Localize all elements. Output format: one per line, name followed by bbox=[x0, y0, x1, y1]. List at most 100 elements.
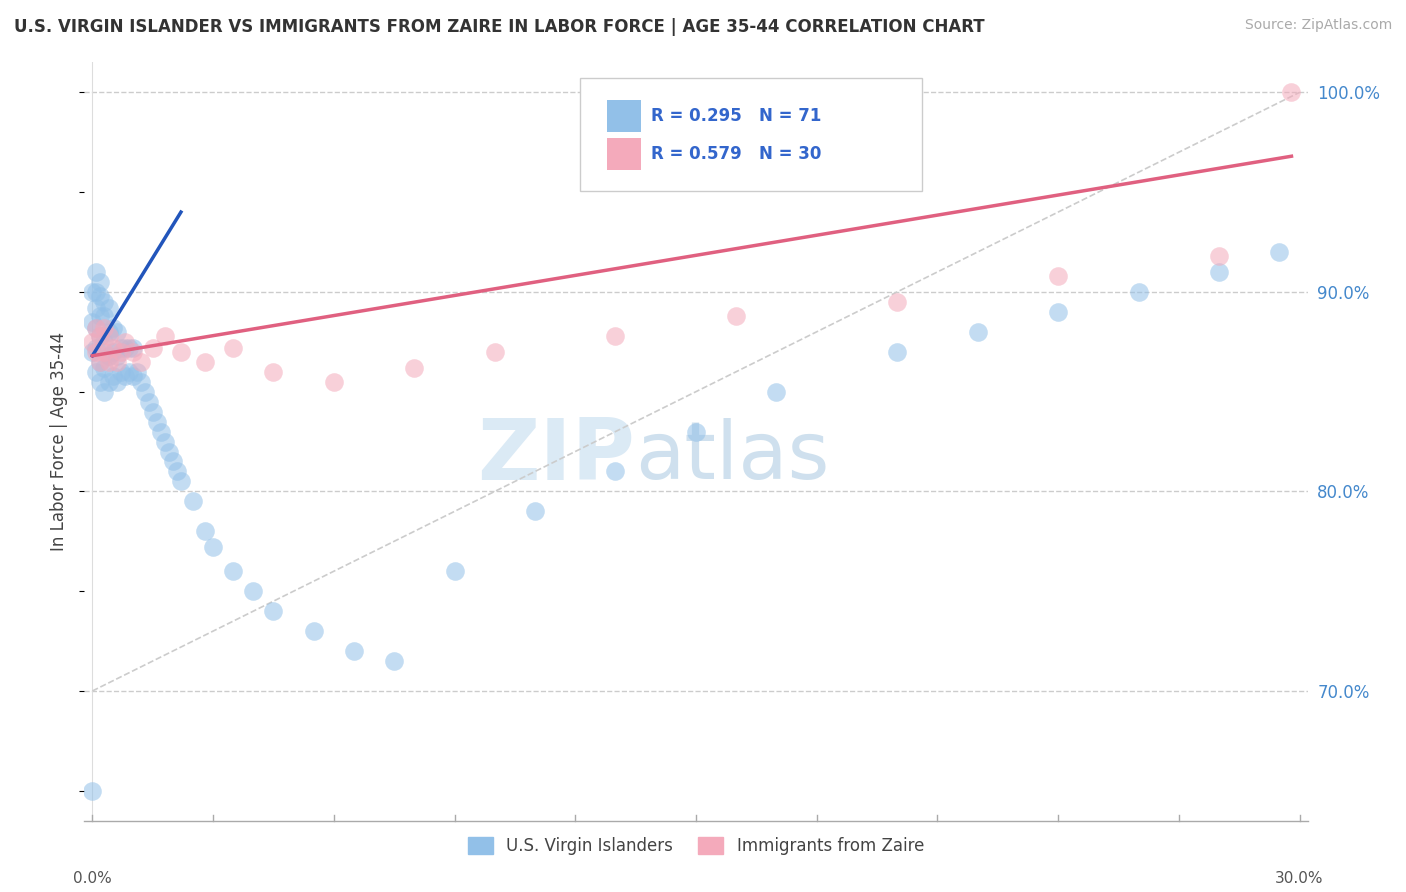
Point bbox=[110, 365, 132, 379]
Point bbox=[89, 355, 111, 369]
Point bbox=[142, 404, 165, 418]
Point bbox=[222, 564, 245, 578]
Point bbox=[142, 341, 165, 355]
Point bbox=[101, 320, 124, 334]
Point bbox=[89, 375, 111, 389]
Point bbox=[89, 289, 111, 303]
Point bbox=[82, 315, 104, 329]
Point bbox=[263, 604, 285, 618]
FancyBboxPatch shape bbox=[579, 78, 922, 191]
Point bbox=[86, 344, 108, 359]
Point bbox=[166, 465, 188, 479]
Point bbox=[685, 425, 707, 439]
Point bbox=[97, 328, 120, 343]
Point bbox=[605, 328, 627, 343]
Point bbox=[302, 624, 325, 639]
Point bbox=[121, 368, 143, 383]
Point bbox=[382, 654, 405, 668]
Point bbox=[89, 309, 111, 323]
Point bbox=[966, 325, 988, 339]
Text: 0.0%: 0.0% bbox=[73, 871, 112, 886]
Point bbox=[1281, 86, 1303, 100]
Point bbox=[114, 341, 136, 355]
Point bbox=[146, 415, 169, 429]
Point bbox=[82, 285, 104, 299]
Point bbox=[101, 341, 124, 355]
Point bbox=[125, 365, 148, 379]
Point bbox=[105, 375, 128, 389]
Text: R = 0.295   N = 71: R = 0.295 N = 71 bbox=[651, 107, 821, 125]
Point bbox=[93, 344, 115, 359]
Point bbox=[86, 285, 108, 299]
Bar bbox=[606, 138, 641, 170]
Point bbox=[110, 341, 132, 355]
Point bbox=[114, 334, 136, 349]
Point bbox=[129, 355, 152, 369]
Point bbox=[82, 783, 104, 797]
Point bbox=[93, 334, 115, 349]
Point bbox=[101, 344, 124, 359]
Point bbox=[194, 355, 217, 369]
Point bbox=[117, 365, 139, 379]
Point bbox=[322, 375, 344, 389]
Text: ZIP: ZIP bbox=[477, 415, 636, 499]
Legend: U.S. Virgin Islanders, Immigrants from Zaire: U.S. Virgin Islanders, Immigrants from Z… bbox=[461, 830, 931, 862]
Point bbox=[605, 465, 627, 479]
Point bbox=[105, 325, 128, 339]
Point bbox=[170, 475, 193, 489]
Point bbox=[202, 541, 225, 555]
Point bbox=[86, 341, 108, 355]
Text: U.S. VIRGIN ISLANDER VS IMMIGRANTS FROM ZAIRE IN LABOR FORCE | AGE 35-44 CORRELA: U.S. VIRGIN ISLANDER VS IMMIGRANTS FROM … bbox=[14, 18, 984, 36]
Point bbox=[194, 524, 217, 539]
Point bbox=[138, 394, 160, 409]
Point bbox=[89, 355, 111, 369]
Point bbox=[404, 360, 426, 375]
Point bbox=[765, 384, 787, 399]
Point bbox=[886, 344, 908, 359]
Point bbox=[114, 368, 136, 383]
Point bbox=[86, 265, 108, 279]
Point bbox=[82, 334, 104, 349]
Point bbox=[162, 454, 184, 468]
Point bbox=[101, 368, 124, 383]
Point bbox=[343, 644, 366, 658]
Point bbox=[1208, 265, 1230, 279]
Point bbox=[93, 320, 115, 334]
Point bbox=[93, 384, 115, 399]
Point bbox=[82, 344, 104, 359]
Point bbox=[97, 301, 120, 315]
Point bbox=[1047, 268, 1070, 283]
Point bbox=[93, 294, 115, 309]
Point bbox=[263, 365, 285, 379]
Point bbox=[105, 349, 128, 363]
Point bbox=[886, 294, 908, 309]
Y-axis label: In Labor Force | Age 35-44: In Labor Force | Age 35-44 bbox=[51, 332, 69, 551]
Point bbox=[117, 341, 139, 355]
Point bbox=[153, 328, 176, 343]
Point bbox=[97, 375, 120, 389]
Text: Source: ZipAtlas.com: Source: ZipAtlas.com bbox=[1244, 18, 1392, 32]
Point bbox=[725, 309, 748, 323]
Point bbox=[97, 355, 120, 369]
Point bbox=[1128, 285, 1150, 299]
Point bbox=[121, 341, 143, 355]
Point bbox=[170, 344, 193, 359]
Point bbox=[149, 425, 172, 439]
Point bbox=[1268, 244, 1291, 259]
Point bbox=[129, 375, 152, 389]
Point bbox=[242, 584, 264, 599]
Point bbox=[86, 320, 108, 334]
Point bbox=[134, 384, 156, 399]
Point bbox=[89, 328, 111, 343]
Point bbox=[1047, 305, 1070, 319]
Point bbox=[93, 360, 115, 375]
Point bbox=[484, 344, 506, 359]
Point bbox=[89, 328, 111, 343]
Text: R = 0.579   N = 30: R = 0.579 N = 30 bbox=[651, 145, 821, 163]
Point bbox=[181, 494, 204, 508]
Point bbox=[86, 301, 108, 315]
Point bbox=[524, 504, 547, 518]
Point bbox=[1208, 249, 1230, 263]
Point bbox=[105, 355, 128, 369]
Point bbox=[86, 365, 108, 379]
